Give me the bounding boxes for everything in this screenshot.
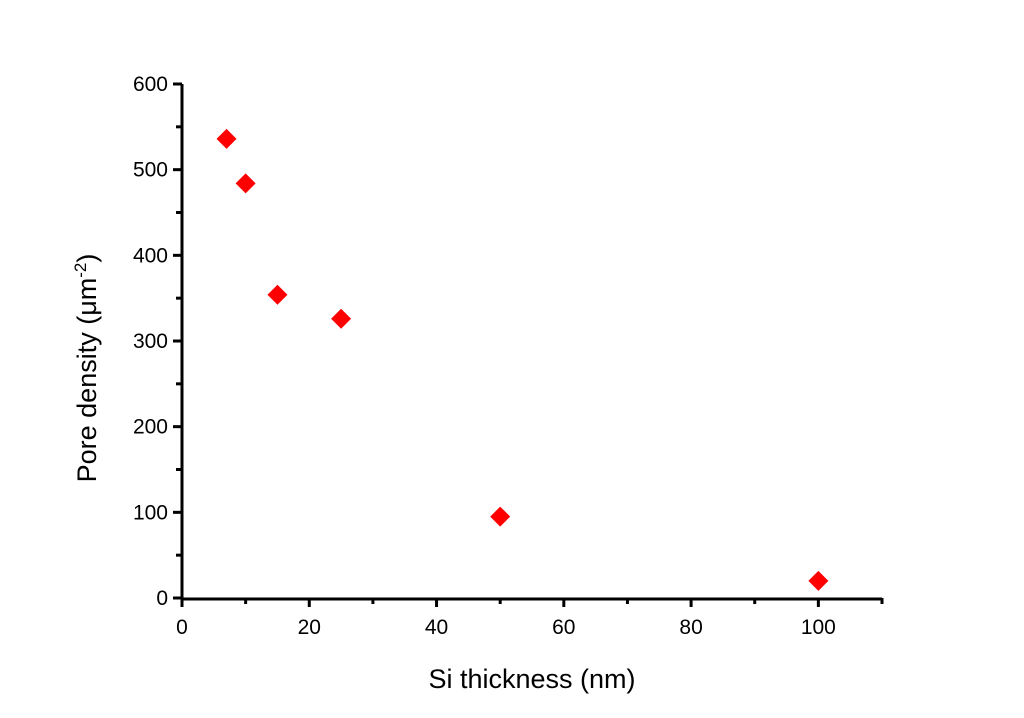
x-tick-label: 80 xyxy=(679,616,702,639)
data-point xyxy=(235,173,256,194)
data-point xyxy=(267,284,288,305)
data-points xyxy=(216,128,829,591)
y-axis-title: Pore density (μm-2) xyxy=(71,254,102,483)
x-tick-label: 20 xyxy=(298,616,321,639)
data-point xyxy=(216,128,237,149)
y-tick-label: 100 xyxy=(133,501,168,524)
data-point xyxy=(808,570,829,591)
data-point xyxy=(490,506,511,527)
y-axis-title-main: Pore density (μm xyxy=(72,278,102,483)
y-tick-label: 400 xyxy=(133,244,168,267)
data-point xyxy=(331,308,352,329)
y-tick-label: 0 xyxy=(156,587,168,610)
y-tick-label: 200 xyxy=(133,416,168,439)
y-axis-title-close: ) xyxy=(72,254,102,263)
x-tick-label: 0 xyxy=(176,616,188,639)
x-tick-label: 100 xyxy=(801,616,836,639)
axes xyxy=(180,84,882,601)
ticks: 0 20 40 60 80 100 0 100 200 300 400 500 600 xyxy=(133,73,884,639)
y-tick-label: 500 xyxy=(133,159,168,182)
y-tick-label: 300 xyxy=(133,330,168,353)
y-axis-title-superscript: -2 xyxy=(71,263,90,278)
x-tick-label: 60 xyxy=(552,616,575,639)
x-axis-title: Si thickness (nm) xyxy=(428,664,635,694)
y-tick-label: 600 xyxy=(133,73,168,96)
x-tick-label: 40 xyxy=(425,616,448,639)
